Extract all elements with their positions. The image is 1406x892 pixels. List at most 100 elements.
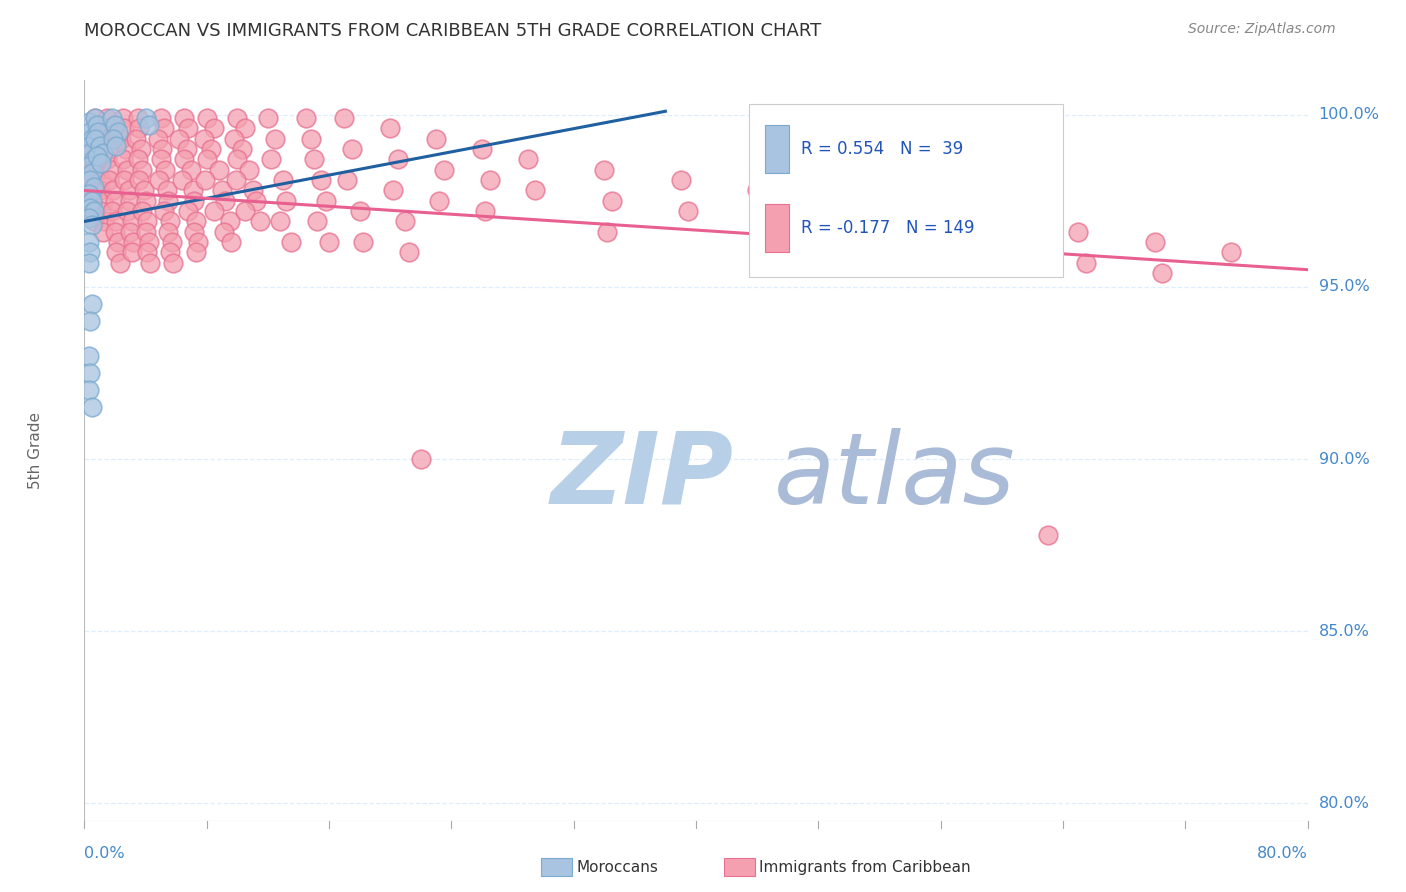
Point xyxy=(87,125,110,139)
Point xyxy=(149,111,172,125)
Point xyxy=(128,121,150,136)
Point xyxy=(238,162,260,177)
Point xyxy=(90,204,112,219)
Point xyxy=(77,235,100,249)
Point xyxy=(211,184,233,198)
Point xyxy=(155,162,177,177)
Point xyxy=(96,111,118,125)
Point xyxy=(91,225,114,239)
Point xyxy=(104,118,127,132)
Point xyxy=(83,184,105,198)
Point xyxy=(79,201,101,215)
Point xyxy=(394,214,416,228)
Point xyxy=(98,142,121,156)
Point xyxy=(120,194,142,208)
Point xyxy=(299,132,322,146)
Point xyxy=(754,214,776,228)
Point xyxy=(1036,528,1059,542)
Point xyxy=(80,132,103,146)
Point xyxy=(80,166,103,180)
Point xyxy=(183,225,205,239)
Point xyxy=(135,111,157,125)
Point xyxy=(148,173,170,187)
Point xyxy=(131,162,153,177)
Point xyxy=(336,173,359,187)
Point xyxy=(89,184,111,198)
Point xyxy=(219,235,242,249)
Point xyxy=(173,153,195,167)
Point xyxy=(89,153,111,167)
Point xyxy=(173,111,195,125)
Point xyxy=(115,162,138,177)
Text: 100.0%: 100.0% xyxy=(1319,107,1379,122)
Point xyxy=(340,142,363,156)
Point xyxy=(125,132,148,146)
Point xyxy=(242,184,264,198)
Point xyxy=(105,245,128,260)
Point xyxy=(108,256,131,270)
Point xyxy=(914,204,936,219)
Text: atlas: atlas xyxy=(773,428,1015,524)
Point xyxy=(427,194,450,208)
Bar xyxy=(765,204,789,252)
Point xyxy=(83,153,105,167)
Point xyxy=(103,132,125,146)
Point xyxy=(104,225,127,239)
Point xyxy=(77,142,100,156)
Point xyxy=(77,114,100,128)
Point xyxy=(107,235,129,249)
Point xyxy=(226,111,249,125)
Point xyxy=(138,118,160,132)
Point xyxy=(79,366,101,380)
Text: MOROCCAN VS IMMIGRANTS FROM CARIBBEAN 5TH GRADE CORRELATION CHART: MOROCCAN VS IMMIGRANTS FROM CARIBBEAN 5T… xyxy=(84,22,821,40)
Point xyxy=(97,121,120,136)
Text: 80.0%: 80.0% xyxy=(1257,846,1308,861)
Point xyxy=(1067,225,1090,239)
Point xyxy=(79,245,101,260)
Point xyxy=(387,153,409,167)
Point xyxy=(208,162,231,177)
Point xyxy=(195,111,218,125)
Point xyxy=(349,204,371,219)
Point xyxy=(186,235,208,249)
Point xyxy=(77,138,100,153)
Point xyxy=(233,204,256,219)
Point xyxy=(195,153,218,167)
Point xyxy=(214,194,236,208)
Text: 5th Grade: 5th Grade xyxy=(28,412,44,489)
Point xyxy=(77,186,100,201)
Point xyxy=(226,153,249,167)
Text: Immigrants from Caribbean: Immigrants from Caribbean xyxy=(759,860,972,874)
Point xyxy=(157,194,180,208)
Point xyxy=(669,173,692,187)
Point xyxy=(471,142,494,156)
Point xyxy=(318,235,340,249)
Point xyxy=(194,173,217,187)
Point xyxy=(593,162,616,177)
Point xyxy=(131,204,153,219)
Text: R = -0.177   N = 149: R = -0.177 N = 149 xyxy=(801,219,974,237)
Point xyxy=(111,153,134,167)
Point xyxy=(138,235,160,249)
Point xyxy=(200,142,222,156)
Point xyxy=(596,225,619,239)
Text: Moroccans: Moroccans xyxy=(576,860,658,874)
Point xyxy=(132,184,155,198)
Point xyxy=(311,173,333,187)
Point xyxy=(80,204,103,219)
Point xyxy=(91,194,114,208)
Point xyxy=(136,214,159,228)
Point xyxy=(183,194,205,208)
Point xyxy=(103,184,125,198)
Point xyxy=(478,173,501,187)
Point xyxy=(87,132,110,146)
Point xyxy=(122,235,145,249)
Text: 95.0%: 95.0% xyxy=(1319,279,1369,294)
Point xyxy=(149,153,172,167)
Point xyxy=(600,194,623,208)
Point xyxy=(249,214,271,228)
Point xyxy=(184,245,207,260)
Point xyxy=(90,156,112,170)
Text: Source: ZipAtlas.com: Source: ZipAtlas.com xyxy=(1188,22,1336,37)
Point xyxy=(121,214,143,228)
